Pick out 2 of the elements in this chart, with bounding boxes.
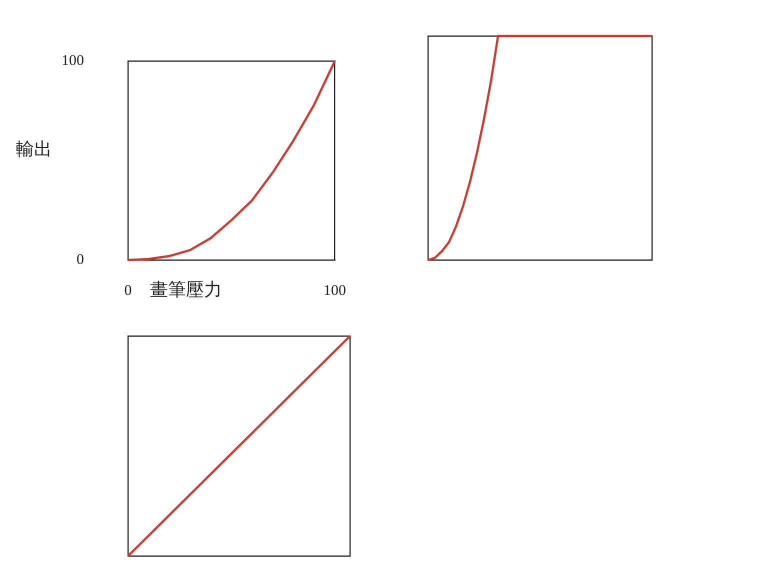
y-axis-title: 輸出 xyxy=(16,139,52,160)
x-axis-title: 畫筆壓力 xyxy=(150,280,222,301)
